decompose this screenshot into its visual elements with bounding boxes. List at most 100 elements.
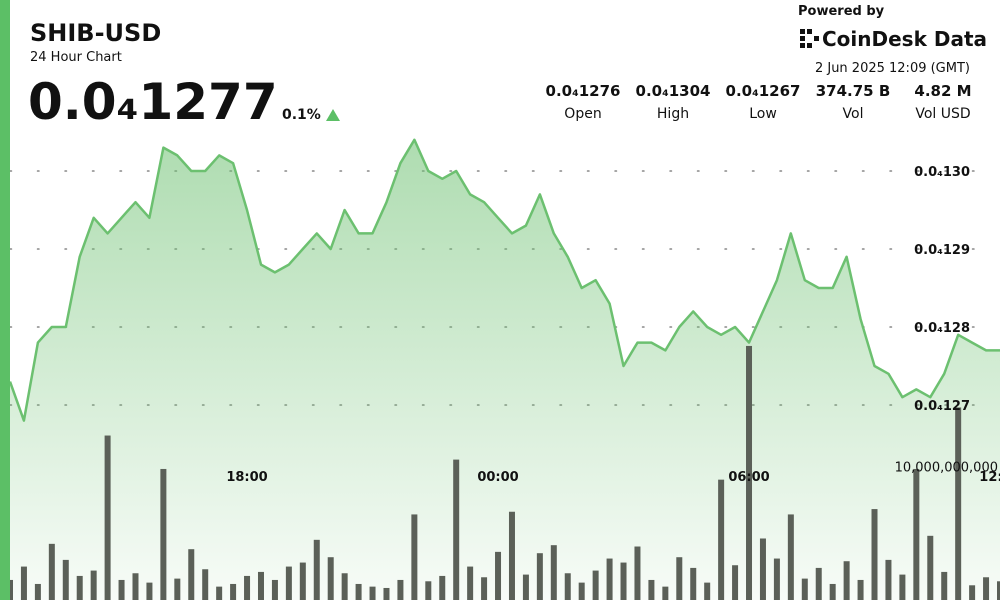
- volume-bar: [481, 577, 488, 600]
- volume-bar: [843, 561, 850, 600]
- volume-bar: [885, 559, 892, 600]
- accent-bar: [0, 0, 10, 600]
- volume-bar: [746, 345, 753, 600]
- volume-bar: [662, 586, 669, 600]
- volume-bar: [271, 579, 278, 600]
- y2-tick-label: 10,000,000,000: [895, 460, 998, 475]
- x-tick-label: 06:00: [728, 470, 769, 485]
- stat-value: 4.82 M: [914, 82, 971, 100]
- volume-bar: [648, 579, 655, 600]
- volume-bar: [48, 543, 55, 600]
- y-tick-label: 0.0₄127: [914, 399, 970, 414]
- volume-bar: [495, 551, 502, 600]
- up-arrow: [326, 109, 340, 121]
- volume-bar: [801, 578, 808, 600]
- volume-bar: [815, 567, 822, 600]
- stat-label: Open: [564, 106, 601, 122]
- volume-bar: [132, 573, 139, 600]
- stat-label: Low: [749, 106, 777, 122]
- volume-bar: [90, 570, 97, 600]
- plot-area: [10, 138, 1000, 600]
- volume-bar: [564, 573, 571, 600]
- volume-bar: [244, 575, 251, 600]
- volume-bar: [969, 585, 976, 600]
- volume-bar: [718, 479, 725, 600]
- volume-bar: [327, 557, 334, 600]
- volume-bar: [411, 514, 418, 600]
- volume-bar: [871, 509, 878, 600]
- volume-bar: [857, 579, 864, 600]
- volume-bar: [299, 562, 306, 600]
- volume-bar: [620, 562, 627, 600]
- volume-bar: [592, 570, 599, 600]
- stat-label: High: [657, 106, 689, 122]
- volume-bar: [230, 583, 237, 600]
- volume-bar: [983, 577, 990, 600]
- x-tick-label: 12:00: [979, 470, 1000, 485]
- stat-value: 0.0₄1267: [726, 82, 801, 100]
- brand: CoinDesk Data: [822, 27, 987, 51]
- volume-bar: [341, 573, 348, 600]
- volume-bar: [759, 538, 766, 600]
- title: SHIB-USD: [30, 19, 161, 47]
- volume-bar: [118, 579, 125, 600]
- volume-bar: [732, 565, 739, 600]
- volume-bar: [676, 557, 683, 600]
- stats: 0.0₄1276 Open 0.0₄1304 High 0.0₄1267 Low 374.7…: [546, 82, 972, 122]
- volume-bar: [160, 468, 167, 600]
- y-tick-label: 0.0₄130: [914, 165, 970, 180]
- subtitle: 24 Hour Chart: [30, 50, 122, 65]
- volume-bar: [10, 579, 13, 600]
- timestamp: 2 Jun 2025 12:09 (GMT): [815, 61, 970, 76]
- volume-bar: [508, 511, 515, 600]
- volume-bar: [20, 566, 27, 600]
- volume-bar: [467, 566, 474, 600]
- stat-label: Vol USD: [915, 106, 970, 122]
- volume-bar: [453, 459, 460, 600]
- volume-bar: [941, 571, 948, 600]
- volume-bar: [522, 574, 529, 600]
- volume-bar: [285, 566, 292, 600]
- volume-bar: [174, 578, 181, 600]
- volume-bar: [76, 575, 83, 600]
- volume-bar: [216, 586, 223, 600]
- volume-bar: [439, 575, 446, 600]
- volume-bar: [634, 546, 641, 600]
- price-area: [10, 139, 1000, 600]
- x-tick-label: 18:00: [226, 470, 267, 485]
- stat-value: 374.75 B: [816, 82, 891, 100]
- y-tick-label: 0.0₄129: [914, 243, 970, 258]
- price-line: [10, 138, 1000, 422]
- volume-bar: [202, 569, 209, 600]
- volume-bar: [773, 558, 780, 600]
- stat-label: Vol: [843, 106, 864, 122]
- volume-bar: [955, 407, 962, 600]
- volume-bar: [369, 586, 376, 600]
- volume-bar: [690, 567, 697, 600]
- stat-value: 0.0₄1304: [636, 82, 711, 100]
- volume-bar: [355, 583, 362, 600]
- volume-bar: [606, 558, 613, 600]
- volume-bar: [536, 553, 543, 600]
- volume-bar: [425, 581, 432, 600]
- volume-bar: [787, 514, 794, 600]
- powered-by: Powered by: [798, 4, 885, 19]
- stat-value: 0.0₄1276: [546, 82, 621, 100]
- brand-logo: [800, 29, 819, 48]
- price-change: 0.1%: [282, 107, 321, 123]
- volume-bar: [62, 559, 69, 600]
- volume-bar: [383, 587, 390, 600]
- volume-bar: [397, 579, 404, 600]
- volume-bar: [829, 583, 836, 600]
- y-tick-label: 0.0₄128: [914, 321, 970, 336]
- volume-bar: [313, 539, 320, 600]
- volume-bar: [188, 549, 195, 600]
- volume-bar: [34, 583, 41, 600]
- volume-bar: [899, 574, 906, 600]
- x-tick-label: 00:00: [477, 470, 518, 485]
- volume-bar: [997, 581, 1000, 600]
- volume-bar: [550, 545, 557, 600]
- volume-bar: [146, 582, 153, 600]
